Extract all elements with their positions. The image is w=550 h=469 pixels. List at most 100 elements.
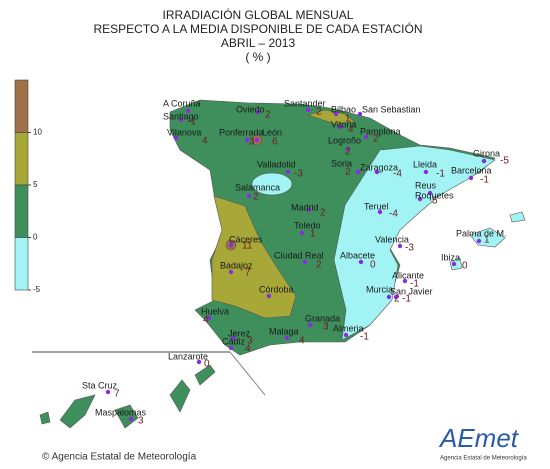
legend-tick-label: -5 (33, 285, 41, 294)
inset-border (229, 351, 266, 396)
station-dot (285, 169, 291, 175)
legend-swatch (14, 237, 29, 291)
legend-swatch (14, 79, 29, 133)
station-dot (417, 196, 423, 202)
station-dot (345, 146, 351, 152)
station-name: Malaga (269, 326, 299, 336)
station-value: 7 (245, 268, 251, 279)
station-value: 2 (253, 192, 259, 203)
title: IRRADIACIÓN GLOBAL MENSUAL (163, 7, 354, 22)
island (169, 379, 191, 413)
station-value: -1 (410, 279, 419, 290)
station-name: Pamplona (360, 126, 401, 136)
station-value: 5 (432, 196, 438, 207)
island (39, 411, 51, 425)
station-name: Soria (331, 158, 352, 168)
station-dot (377, 209, 383, 215)
station-value: 0 (462, 261, 468, 272)
station-name: Maspalomas (95, 407, 147, 417)
station-name: Reus (415, 180, 437, 190)
station-name: Cádiz (222, 336, 246, 346)
station-name: Teruel (364, 201, 389, 211)
station-dot (284, 335, 290, 341)
station-dot (266, 293, 272, 299)
station-value: 2 (345, 167, 351, 178)
legend-tick-label: 10 (33, 128, 42, 137)
station-dot (302, 259, 308, 265)
station-name: Valladolid (257, 159, 295, 169)
station-dot (254, 137, 260, 143)
station-value: 2 (394, 294, 400, 305)
station-name: Ciudad Real (274, 250, 324, 260)
station-value: -4 (393, 169, 402, 180)
station-dot (343, 332, 349, 338)
station-value: 1 (345, 114, 351, 125)
station-value: -1 (402, 294, 411, 305)
legend-tick-label: 0 (33, 233, 38, 242)
station-dot (230, 335, 236, 341)
station-dot (246, 193, 252, 199)
olive-zone (211, 195, 297, 319)
station-name: Alicante (392, 270, 424, 280)
station-value: 1 (310, 229, 316, 240)
station-name: Madrid (291, 202, 319, 212)
station-name: Sta Cruz (82, 380, 118, 390)
station-dot (468, 175, 474, 181)
logo: AEmet (438, 423, 520, 453)
station-value: 2 (320, 208, 326, 219)
station-dot (228, 345, 234, 351)
cyan-zone (333, 145, 496, 341)
map (32, 99, 526, 429)
station-dot (386, 294, 392, 300)
station-value: 6 (272, 137, 278, 148)
station-value: 2 (345, 147, 351, 158)
station-value: 7 (114, 389, 120, 400)
legend-tick-label: 5 (33, 180, 38, 189)
station-value: 11 (242, 241, 253, 252)
station-dot (306, 207, 312, 213)
station-name: Salamanca (235, 182, 280, 192)
station-value: 4 (299, 336, 305, 347)
station-dot (196, 359, 202, 365)
cyan-zone (251, 172, 293, 196)
station-dot (393, 294, 399, 300)
station-name: Bilbao (331, 104, 356, 114)
footer: © Agencia Estatal de Meteorología (42, 452, 197, 463)
station-name: Almeria (333, 323, 364, 333)
station-value: -1 (480, 175, 489, 186)
station-value: -1 (187, 117, 196, 128)
station-dot (173, 135, 179, 141)
station-dot (357, 111, 363, 117)
station-dot (128, 416, 134, 422)
station-name: Ibiza (441, 252, 460, 262)
station-name: Murcia (366, 284, 393, 294)
station-name: Granada (305, 313, 340, 323)
station-value: 3 (138, 416, 144, 427)
island (114, 404, 139, 429)
station-value: 3 (247, 336, 253, 347)
station-name: León (262, 127, 282, 137)
station-dot (402, 278, 408, 284)
station-dot (178, 117, 184, 123)
station-dot (337, 124, 343, 130)
station-value: 4 (203, 315, 209, 326)
station-name: Jerez (228, 328, 251, 338)
legend-swatch (14, 132, 29, 186)
station-dot (305, 107, 311, 113)
title: RESPECTO A LA MEDIA DISPONIBLE DE CADA E… (94, 21, 423, 36)
station-name: Ponferrada (219, 127, 264, 137)
station-name: Girona (473, 148, 500, 158)
station-value: -3 (294, 169, 303, 180)
station-value: 2 (316, 260, 322, 271)
station-name: Albacete (340, 250, 375, 260)
station-name: Valencia (375, 234, 409, 244)
station-value: 4 (348, 125, 354, 136)
station-name: Santander (284, 98, 326, 108)
station-dot (374, 169, 380, 175)
station-name: Huelva (201, 306, 229, 316)
station-value: 4 (245, 344, 251, 355)
station-dot (228, 242, 234, 248)
station-value: 3 (249, 137, 255, 148)
station-name: Oviedo (236, 104, 265, 114)
